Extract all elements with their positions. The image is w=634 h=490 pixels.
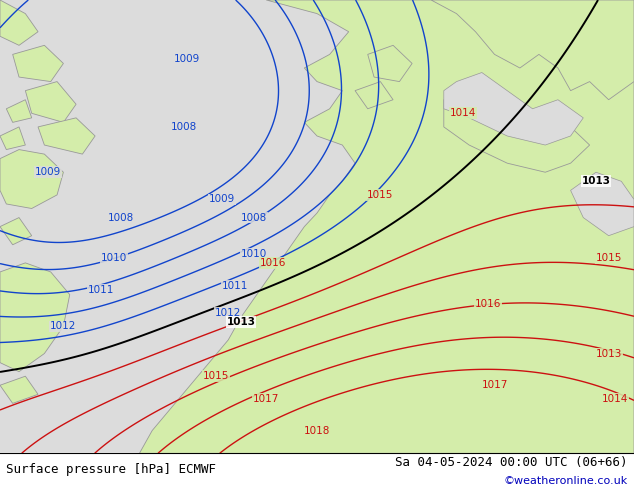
Polygon shape [0, 127, 25, 149]
Text: ©weatheronline.co.uk: ©weatheronline.co.uk [503, 476, 628, 486]
Polygon shape [444, 73, 583, 145]
Text: 1011: 1011 [221, 281, 248, 291]
Polygon shape [0, 218, 32, 245]
Text: 1009: 1009 [174, 54, 200, 64]
Text: 1015: 1015 [202, 371, 229, 381]
Polygon shape [13, 46, 63, 82]
Text: 1014: 1014 [450, 108, 476, 118]
Polygon shape [38, 118, 95, 154]
Text: 1011: 1011 [88, 285, 115, 295]
Text: 1015: 1015 [367, 190, 394, 200]
Text: 1012: 1012 [215, 308, 242, 318]
Text: 1013: 1013 [595, 348, 622, 359]
Polygon shape [0, 376, 38, 403]
Text: 1017: 1017 [481, 380, 508, 390]
Polygon shape [0, 0, 38, 46]
Text: 1015: 1015 [595, 253, 622, 263]
Polygon shape [355, 82, 393, 109]
Polygon shape [0, 263, 70, 371]
Polygon shape [25, 82, 76, 122]
Polygon shape [139, 0, 634, 453]
Text: 1008: 1008 [171, 122, 197, 132]
Polygon shape [444, 91, 590, 172]
Text: 1008: 1008 [107, 213, 134, 222]
Text: 1009: 1009 [209, 195, 235, 204]
Text: 1013: 1013 [581, 176, 611, 186]
Text: Surface pressure [hPa] ECMWF: Surface pressure [hPa] ECMWF [6, 463, 216, 476]
Text: 1016: 1016 [259, 258, 286, 268]
Polygon shape [571, 172, 634, 236]
Text: 1014: 1014 [602, 394, 628, 404]
Polygon shape [368, 46, 412, 82]
Text: 1010: 1010 [240, 249, 267, 259]
Polygon shape [0, 149, 63, 209]
Text: 1009: 1009 [34, 167, 61, 177]
Text: 1008: 1008 [240, 213, 267, 222]
Polygon shape [431, 0, 634, 99]
Text: 1017: 1017 [253, 394, 280, 404]
Polygon shape [6, 99, 32, 122]
Text: 1012: 1012 [50, 321, 77, 331]
Text: 1013: 1013 [226, 317, 256, 327]
Text: 1010: 1010 [101, 253, 127, 263]
Text: 1016: 1016 [475, 299, 501, 309]
Text: 1018: 1018 [304, 426, 330, 436]
Text: Sa 04-05-2024 00:00 UTC (06+66): Sa 04-05-2024 00:00 UTC (06+66) [395, 456, 628, 469]
